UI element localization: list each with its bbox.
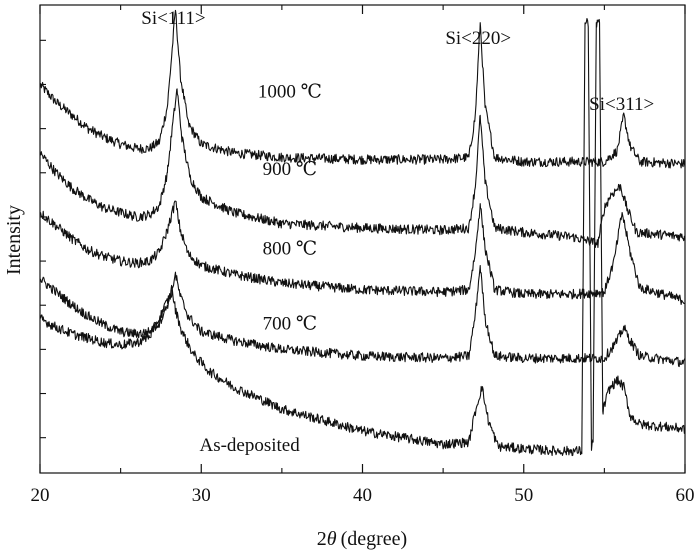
series-line-4: [39, 17, 686, 457]
x-tick-label-30: 30: [192, 485, 211, 506]
peak-annotation-1: Si<220>: [445, 28, 511, 49]
series-label-2: 800 ℃: [263, 238, 318, 259]
series-label-3: 700 ℃: [263, 314, 318, 335]
x-tick-labels: 20 30 40 50 60: [31, 485, 695, 506]
x-axis-title-unit: (degree): [341, 528, 408, 550]
peak-annotation-0: Si<111>: [141, 8, 205, 29]
x-tick-label-60: 60: [676, 485, 695, 506]
series-lines: [39, 9, 686, 457]
peak-annotations: Si<111> Si<220> Si<311>: [141, 8, 654, 115]
axis-ticks: [39, 5, 686, 473]
x-axis-title-theta: θ: [327, 528, 337, 550]
series-label-1: 900 ℃: [263, 159, 318, 180]
y-axis-title: Intensity: [3, 205, 25, 275]
series-line-1: [39, 88, 686, 249]
series-line-3: [39, 264, 686, 368]
series-label-4: As-deposited: [199, 435, 300, 456]
series-label-0: 1000 ℃: [258, 82, 322, 103]
x-tick-label-40: 40: [353, 485, 372, 506]
series-labels: 1000 ℃ 900 ℃ 800 ℃ 700 ℃ As-deposited: [199, 82, 321, 456]
series-line-0: [39, 9, 686, 169]
series-line-2: [39, 200, 686, 305]
x-axis-title: 2θ (degree): [317, 528, 407, 550]
x-axis-title-prefix: 2: [317, 528, 327, 550]
peak-annotation-2: Si<311>: [589, 94, 654, 115]
x-tick-label-50: 50: [514, 485, 533, 506]
x-tick-label-20: 20: [31, 485, 50, 506]
